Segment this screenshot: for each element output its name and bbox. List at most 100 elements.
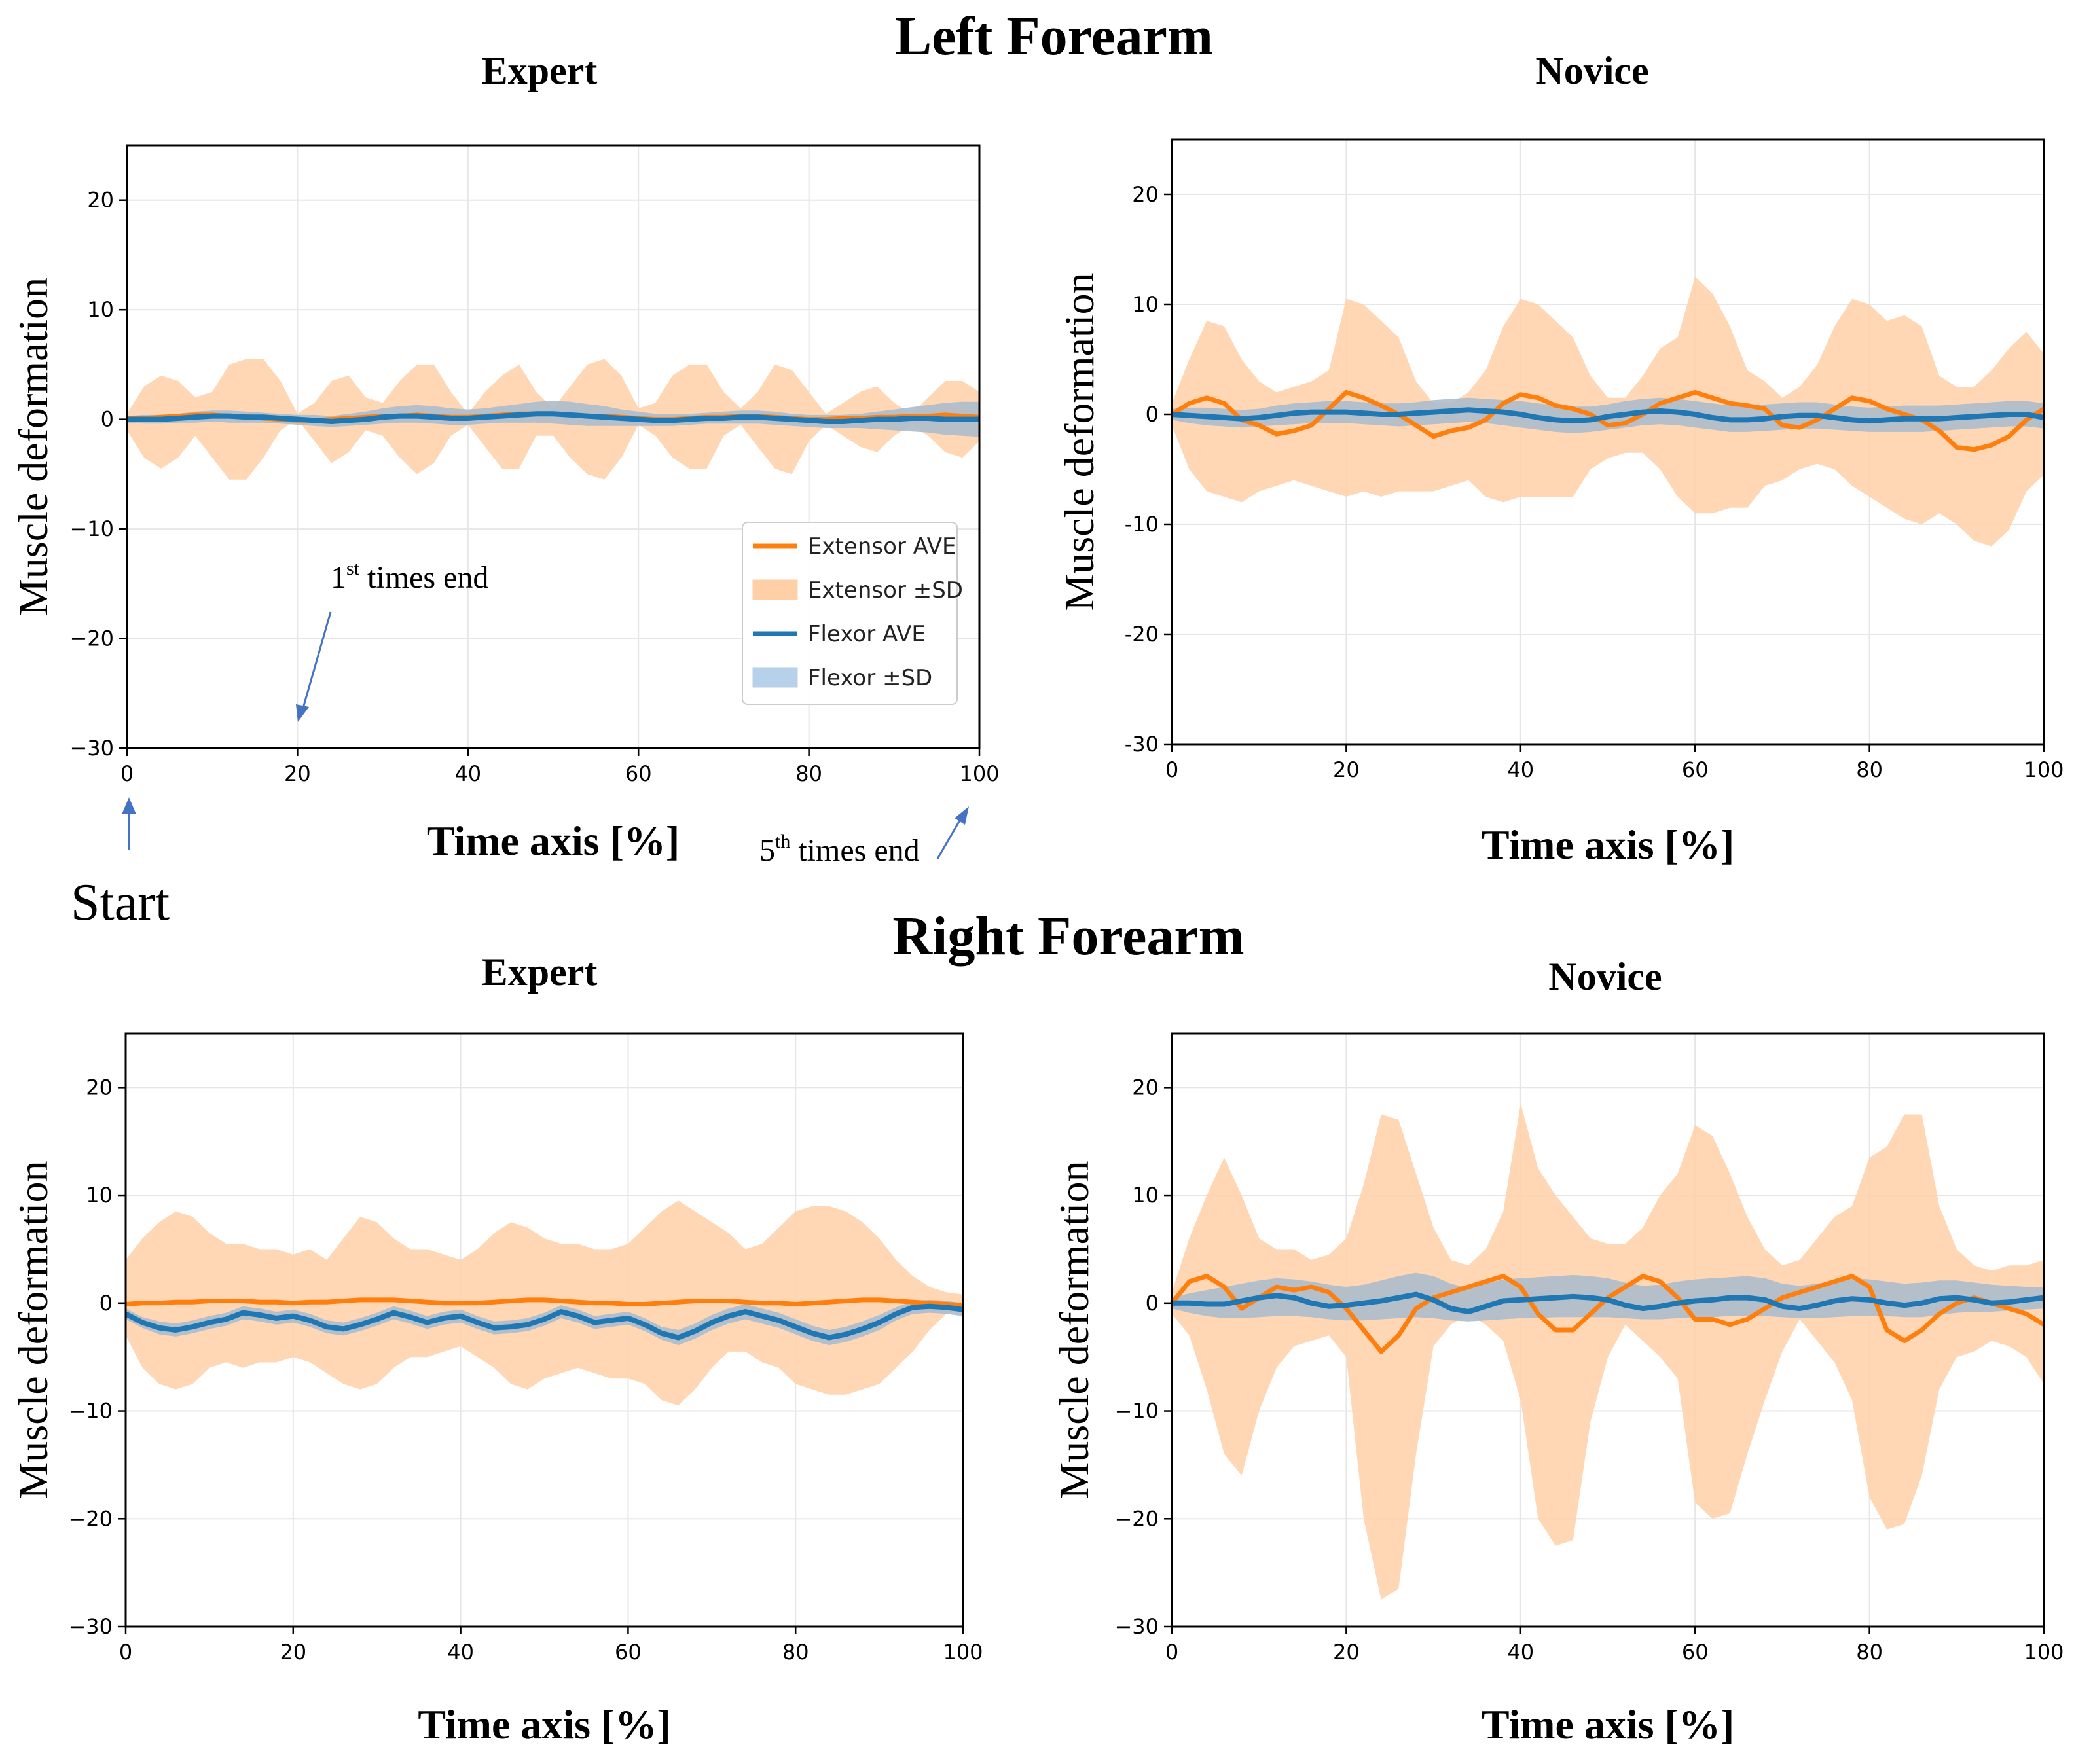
extensor-ave-line — [1171, 389, 2045, 452]
x-tick-label: 80 — [1856, 1640, 1883, 1665]
x-tick-label: 20 — [280, 1640, 306, 1665]
x-tick-label: 20 — [284, 761, 311, 786]
panel-title: Novice — [1535, 49, 1648, 92]
y-tick-label: 20 — [86, 1075, 113, 1100]
legend-label: Extensor ±SD — [808, 577, 963, 603]
flexor-ave-line — [127, 411, 979, 424]
right-forearm-title: Right Forearm — [892, 906, 1244, 967]
axes-frame — [126, 144, 981, 749]
start-label: Start — [71, 874, 170, 931]
y-axis-label: Muscle deformation — [10, 1161, 56, 1499]
chart-left-expert: 0 20 40 60 80 100 −30 −20 −10 0 10 20 Expert Time axi… — [10, 49, 1000, 864]
x-tick-label: 40 — [447, 1640, 474, 1665]
y-tick-label: 20 — [1132, 1075, 1159, 1100]
left-forearm-title: Left Forearm — [895, 6, 1213, 67]
annot-first-sup: st — [346, 558, 360, 579]
chart-right-novice: 0 20 40 60 80 100 −30 −20 −10 0 10 20 Novice Time axi… — [1051, 955, 2064, 1748]
x-tick-label: 80 — [782, 1640, 809, 1665]
y-tick-label: -10 — [1125, 512, 1159, 537]
y-tick-label: 20 — [87, 188, 114, 213]
flexor-ave-line — [124, 1303, 964, 1341]
y-tick-label: -30 — [1125, 732, 1159, 757]
x-tick-label: 40 — [1507, 757, 1534, 782]
x-tick-label: 100 — [943, 1640, 983, 1665]
extensor-sd-band — [126, 1200, 963, 1406]
annot-fifth-arrowhead — [955, 806, 969, 825]
x-tick-label: 0 — [119, 1640, 132, 1665]
y-axis-label: Muscle deformation — [10, 278, 56, 616]
x-tick-label: 40 — [454, 761, 481, 786]
y-tick-label: 10 — [86, 1183, 113, 1208]
y-tick-label: -20 — [1125, 622, 1159, 647]
x-tick-label: 60 — [1682, 757, 1709, 782]
y-tick-label: 10 — [1132, 1183, 1159, 1208]
axes-frame — [1171, 1032, 2045, 1628]
annotation-fifth-end: 5th times end — [759, 806, 969, 868]
y-tick-label: 10 — [1132, 292, 1159, 317]
flexor-ave-line — [1172, 1291, 2045, 1314]
annot-fifth-text: times end — [790, 833, 919, 868]
x-axis-label: Time axis [%] — [427, 818, 680, 864]
extensor-ave-line — [125, 1297, 964, 1308]
x-axis-label: Time axis [%] — [418, 1701, 670, 1748]
y-tick-label: −20 — [1114, 1506, 1159, 1531]
y-axis-label: Muscle deformation — [1051, 1161, 1097, 1499]
x-tick-label: 100 — [959, 761, 999, 786]
y-tick-label: 0 — [1146, 402, 1159, 427]
annot-first-arrow — [301, 611, 332, 711]
y-tick-label: 10 — [87, 297, 114, 322]
axes-frame — [1171, 138, 2045, 746]
extensor-sd-band — [1172, 1104, 2044, 1600]
annotation-first-end: 1st times end — [296, 558, 488, 722]
x-tick-label: 40 — [1507, 1640, 1534, 1665]
annot-first-text: times end — [359, 560, 488, 595]
x-tick-label: 0 — [120, 761, 134, 786]
svg-text:1st times end: 1st times end — [331, 558, 488, 595]
x-tick-label: 60 — [625, 761, 652, 786]
chart-right-expert: 0 20 40 60 80 100 −30 −20 −10 0 10 20 Expert Time axi… — [10, 950, 983, 1748]
annot-first-num: 1 — [331, 560, 346, 595]
annot-first-arrowhead — [296, 704, 309, 722]
x-tick-label: 20 — [1333, 757, 1360, 782]
flexor-sd-band-overlap — [127, 401, 979, 437]
annot-fifth-num: 5 — [759, 833, 775, 868]
y-tick-label: −30 — [69, 736, 114, 761]
x-tick-label: 0 — [1165, 757, 1178, 782]
legend-label: Flexor ±SD — [808, 665, 932, 691]
y-tick-label: −20 — [69, 626, 114, 651]
legend-box — [742, 522, 958, 705]
legend: Extensor AVE Extensor ±SD Flexor AVE Flexor… — [742, 522, 963, 705]
x-tick-label: 60 — [615, 1640, 642, 1665]
legend-swatch-patch — [752, 667, 798, 688]
x-tick-label: 80 — [1856, 757, 1883, 782]
x-tick-label: 60 — [1682, 1640, 1709, 1665]
x-tick-label: 20 — [1333, 1640, 1360, 1665]
flexor-ave-line — [1171, 407, 2045, 424]
y-tick-label: −10 — [1114, 1399, 1159, 1424]
start-arrowhead — [122, 797, 136, 814]
y-tick-label: 0 — [101, 407, 114, 432]
axes-frame — [124, 1032, 964, 1628]
y-tick-label: −10 — [68, 1399, 113, 1424]
panel-title: Expert — [482, 49, 598, 92]
y-tick-label: 0 — [1146, 1291, 1159, 1316]
x-tick-label: 100 — [2024, 1640, 2064, 1665]
y-tick-label: 0 — [100, 1291, 113, 1316]
annot-fifth-sup: th — [775, 831, 790, 852]
y-tick-label: −20 — [68, 1506, 113, 1531]
annotation-start: Start — [71, 797, 170, 931]
x-tick-label: 0 — [1165, 1640, 1178, 1665]
x-axis-label: Time axis [%] — [1482, 1701, 1734, 1748]
panel-title: Novice — [1548, 955, 1662, 998]
x-axis-label: Time axis [%] — [1482, 821, 1734, 868]
y-tick-label: −30 — [68, 1614, 113, 1639]
x-tick-label: 80 — [795, 761, 822, 786]
legend-label: Extensor AVE — [808, 533, 956, 560]
chart-left-novice: 0 20 40 60 80 100 -30 -20 -10 0 10 20 Novice Time axi… — [1056, 49, 2064, 868]
annot-fifth-arrow — [936, 818, 962, 859]
svg-text:5th times end: 5th times end — [759, 831, 920, 868]
y-tick-label: −10 — [69, 516, 114, 541]
x-tick-label: 100 — [2024, 757, 2064, 782]
y-tick-label: −30 — [1114, 1614, 1159, 1639]
